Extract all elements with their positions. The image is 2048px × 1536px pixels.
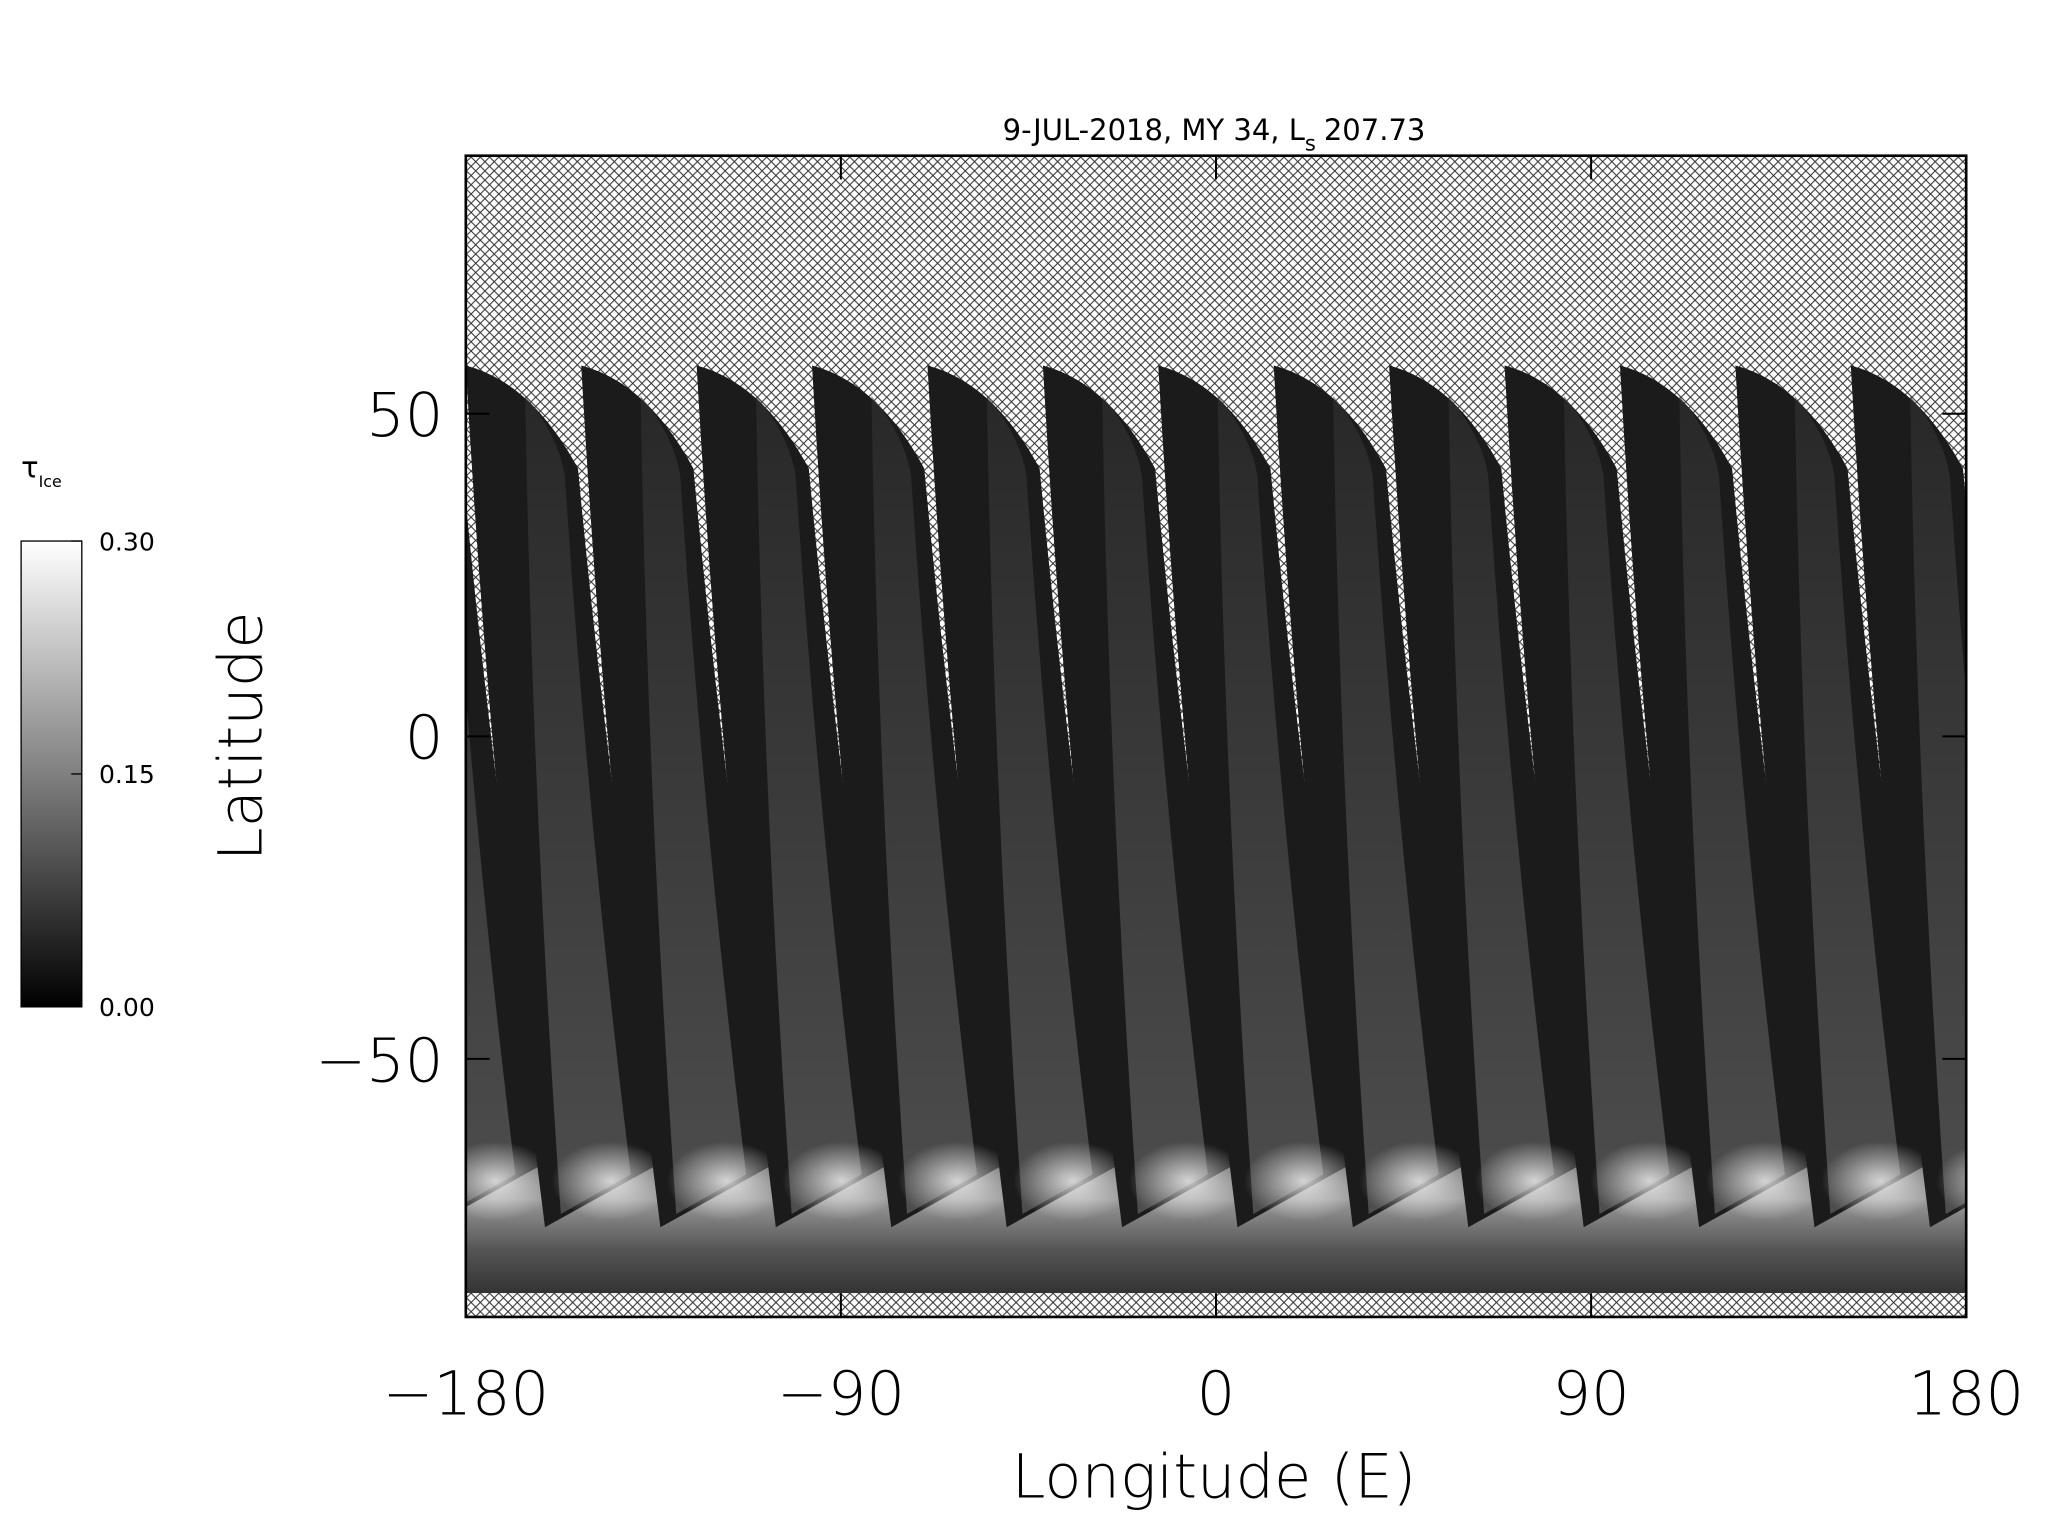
x-axis-label: Longitude (E): [1012, 1443, 1417, 1513]
swath-strip: [1217, 395, 1324, 1215]
map-image: [465, 155, 2048, 1317]
swath-strip: [2026, 396, 2048, 1214]
colorbar-label: τIce: [21, 451, 62, 491]
x-tick-label: 90: [1552, 1360, 1629, 1430]
bright-patch: [1705, 1141, 1825, 1221]
colorbar-tick-label: 0.15: [99, 760, 155, 789]
bright-patch: [1359, 1141, 1479, 1221]
x-tick-label: 180: [1908, 1360, 2024, 1430]
swath-strip: [756, 395, 862, 1215]
colorbar-tick-label: 0.00: [99, 993, 155, 1022]
swath: [1966, 366, 2048, 1228]
chart-title: 9-JUL-2018, MY 34, Ls 207.73: [1003, 113, 1426, 156]
swath-strip: [525, 395, 631, 1215]
bright-patch: [897, 1141, 1017, 1221]
bright-patch: [1821, 1141, 1940, 1221]
y-axis-label: Latitude: [206, 611, 276, 861]
x-tick-label: −90: [777, 1360, 905, 1430]
swath-strip: [1910, 395, 1967, 1215]
swath-strip: [1333, 395, 1439, 1215]
bright-patch: [1590, 1141, 1710, 1221]
y-tick-label: 0: [405, 704, 444, 774]
bright-patch: [551, 1141, 671, 1221]
colorbar-tick-label: 0.30: [99, 527, 155, 556]
y-tick-label: −50: [315, 1026, 443, 1096]
bright-patch: [1244, 1141, 1363, 1221]
swath-strip: [1448, 395, 1555, 1215]
bright-patch: [465, 1141, 555, 1221]
y-tick-label: 50: [366, 381, 443, 451]
bright-patch: [667, 1141, 786, 1221]
x-tick-label: 0: [1197, 1360, 1236, 1430]
swath-strip: [1794, 395, 1901, 1215]
swath-strip: [986, 395, 1093, 1215]
bright-patch: [782, 1141, 902, 1221]
swath-strip: [640, 395, 747, 1215]
bright-patch: [1128, 1141, 1248, 1221]
swath-strip: [1563, 395, 1670, 1215]
bright-patch: [1474, 1141, 1594, 1221]
swath-strip: [1679, 395, 1785, 1215]
bright-patch: [1936, 1146, 1967, 1216]
swath-strip: [465, 695, 516, 1203]
swath-strip: [1102, 395, 1208, 1215]
x-tick-label: −180: [382, 1360, 549, 1430]
bright-patch: [1013, 1141, 1133, 1221]
swath-strip: [871, 395, 978, 1215]
